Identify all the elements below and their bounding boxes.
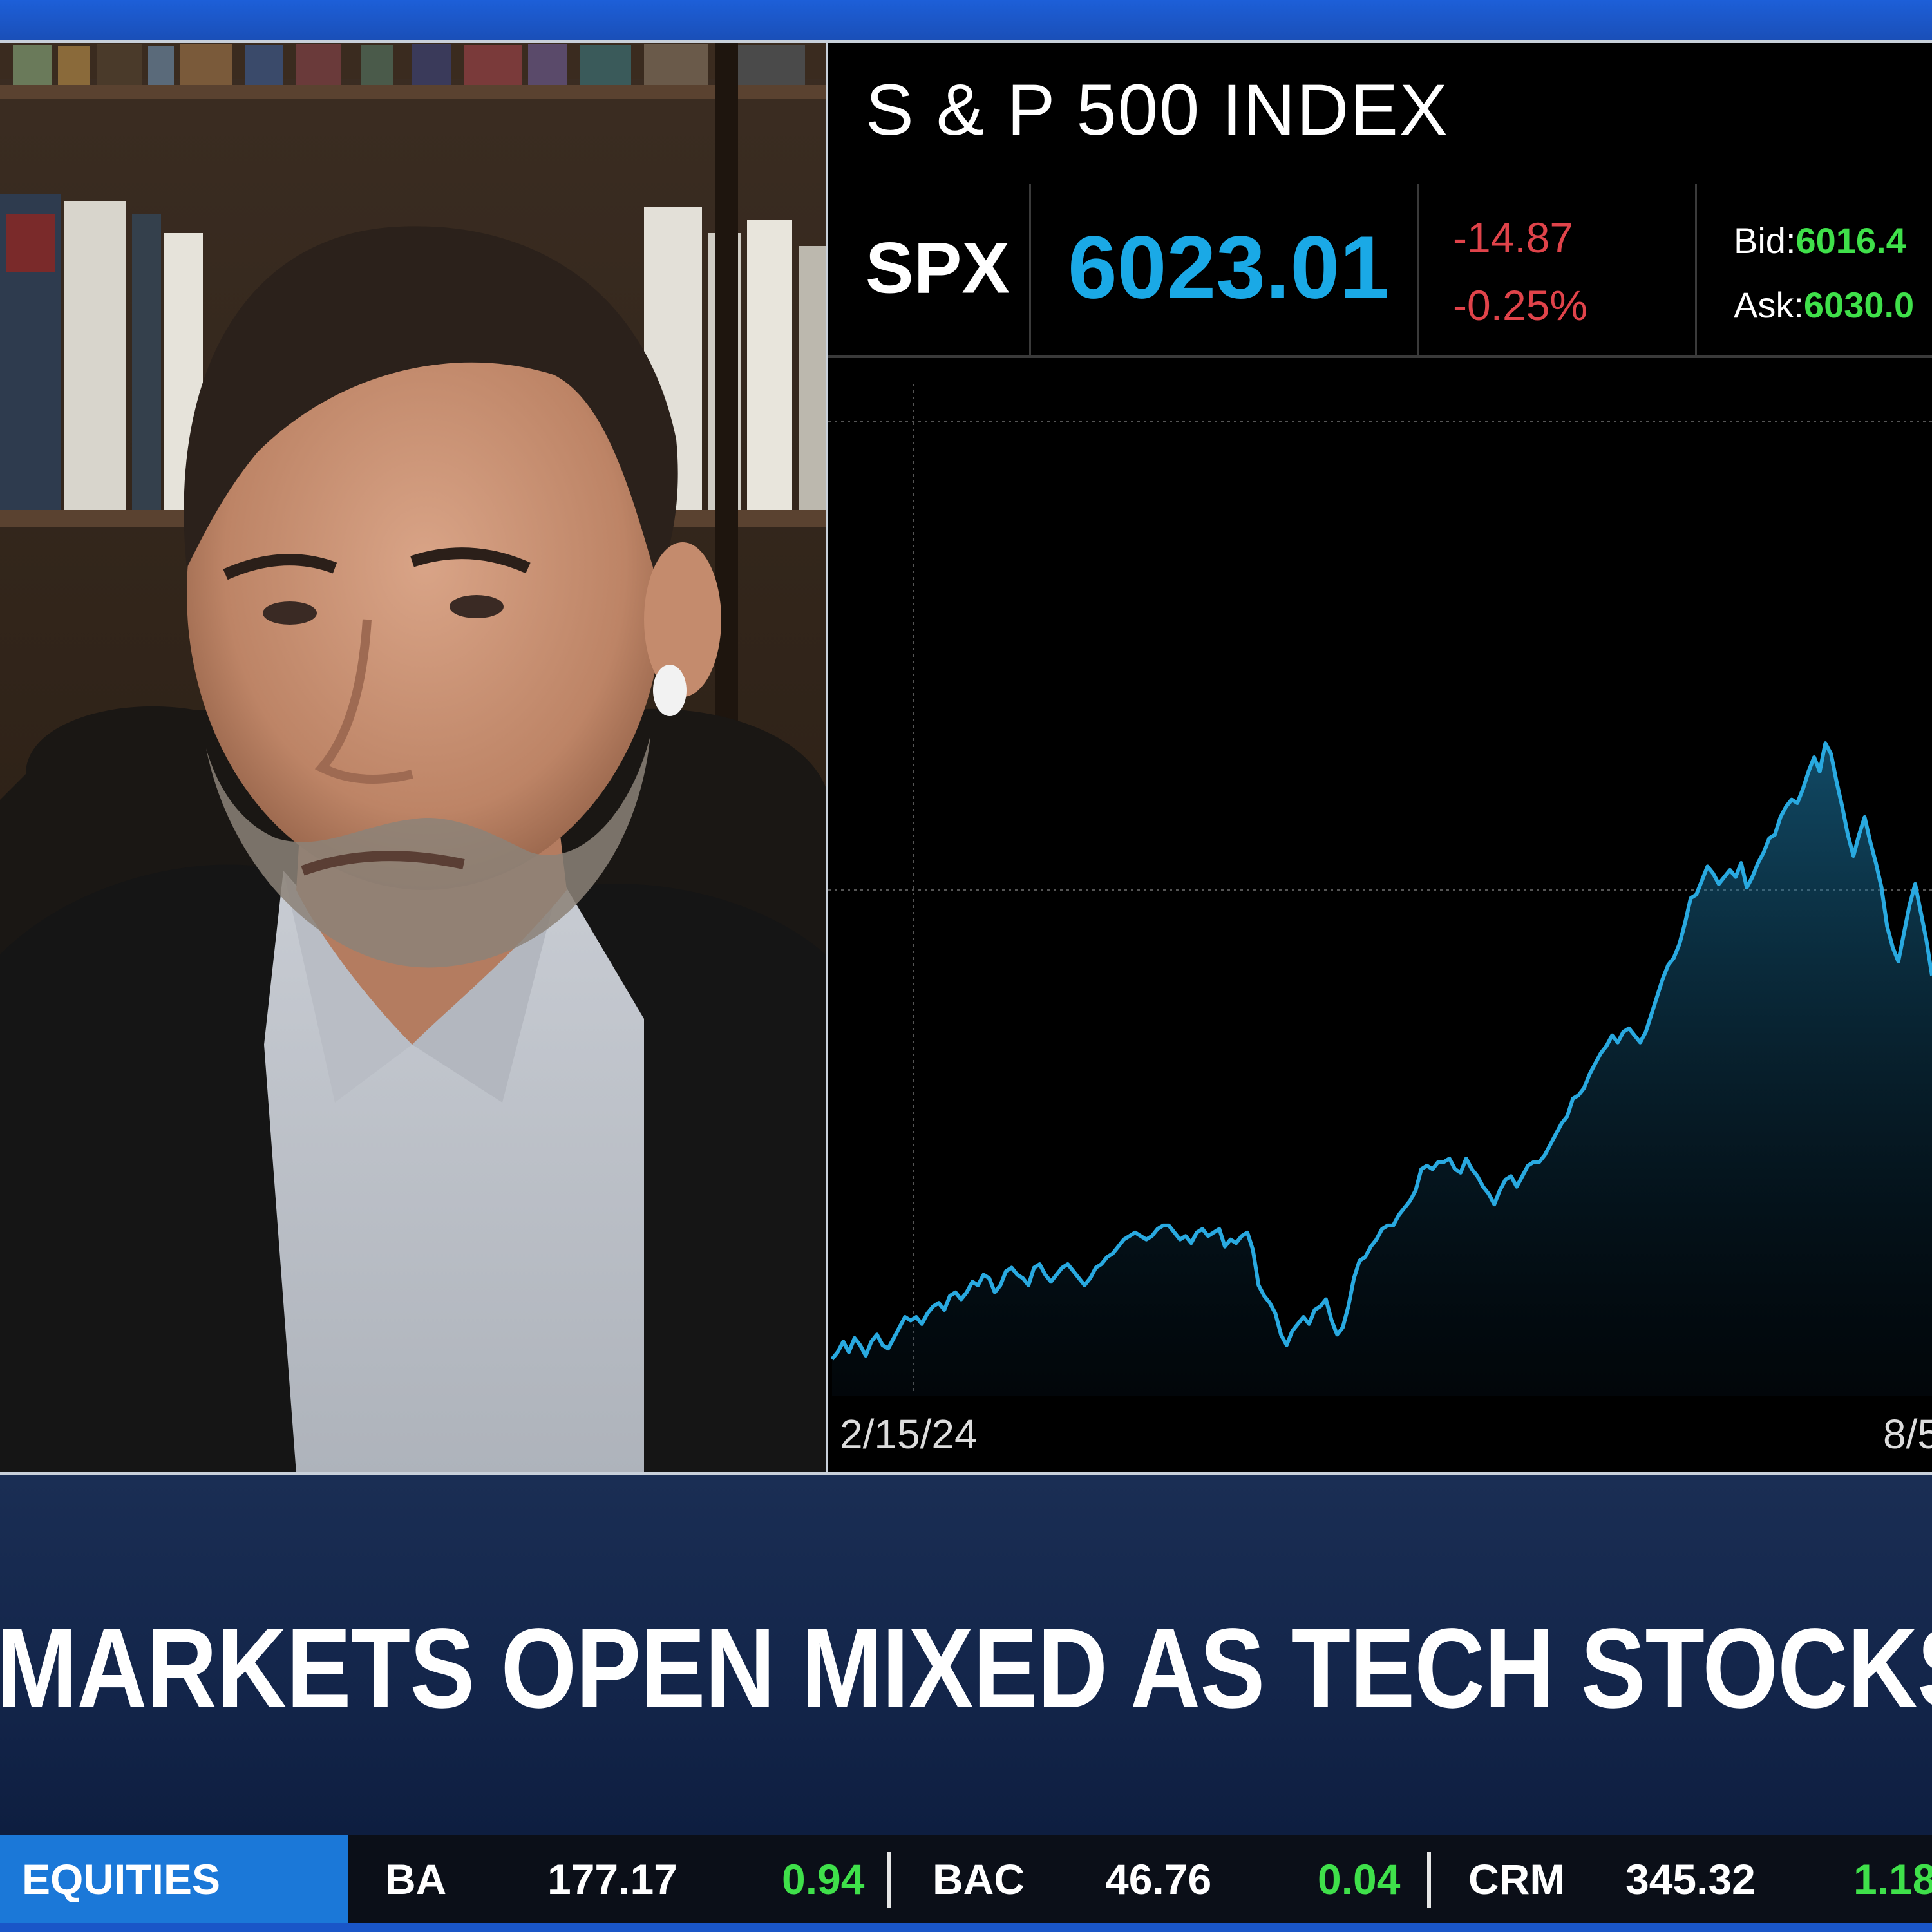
percent-change: -0.25% [1453, 281, 1588, 329]
price-line [830, 741, 1932, 1361]
quote-divider [1695, 184, 1697, 355]
bid-value: 6016.4 [1795, 220, 1906, 261]
ticker-category-label: EQUITIES [22, 1855, 221, 1903]
headline: MARKETS OPEN MIXED AS TECH STOCKS WEIGH [0, 1605, 1932, 1732]
frame-border-bottom [0, 1472, 1932, 1475]
ask-quote: Ask:6030.0 [1734, 284, 1914, 326]
ticker-price: 46.76 [1105, 1855, 1212, 1903]
x-tick-label: 8/5 [1883, 1411, 1932, 1457]
ticker-divider [1427, 1852, 1431, 1908]
lower-third [0, 1475, 1932, 1835]
guest-video-feed [0, 40, 828, 1473]
index-chart-panel: S & P 500 INDEX SPX 6023.01 -14.87 -0.25… [828, 43, 1932, 1472]
ticker-change: 0.04 [1318, 1855, 1401, 1903]
ticker-category: EQUITIES [0, 1835, 348, 1923]
ticker-symbol: CRM [1468, 1855, 1566, 1903]
top-strip [0, 0, 1932, 40]
quote-divider [1029, 184, 1031, 355]
ticker-symbol: BAC [933, 1855, 1025, 1903]
ticker-price: 177.17 [547, 1855, 677, 1903]
ask-label: Ask: [1734, 285, 1804, 325]
ticker-divider [887, 1852, 891, 1908]
ticker-change: 1.18 [1853, 1855, 1932, 1903]
frame-border-top [0, 40, 1932, 43]
ticker-change: 0.94 [782, 1855, 865, 1903]
x-tick-label: 2/15/24 [840, 1411, 978, 1457]
quote-row: SPX 6023.01 -14.87 -0.25% Bid:6016.4 Ask… [828, 178, 1932, 358]
chart-title: S & P 500 INDEX [866, 70, 1449, 150]
price-chart: 2/15/24 8/5 [828, 384, 1932, 1472]
net-change: -14.87 [1453, 214, 1574, 261]
quote-divider [1417, 184, 1419, 355]
ticker-price: 345.32 [1625, 1855, 1756, 1903]
guest-video-image [0, 40, 826, 1473]
bid-label: Bid: [1734, 220, 1796, 261]
price-area [832, 743, 1932, 1396]
bid-quote: Bid:6016.4 [1734, 220, 1906, 261]
ask-value: 6030.0 [1803, 285, 1915, 325]
index-symbol: SPX [866, 227, 1010, 308]
ticker-symbol: BA [385, 1855, 447, 1903]
ticker-bottom-strip [0, 1923, 1932, 1932]
last-price: 6023.01 [1068, 218, 1389, 317]
x-axis-band [828, 1396, 1932, 1472]
